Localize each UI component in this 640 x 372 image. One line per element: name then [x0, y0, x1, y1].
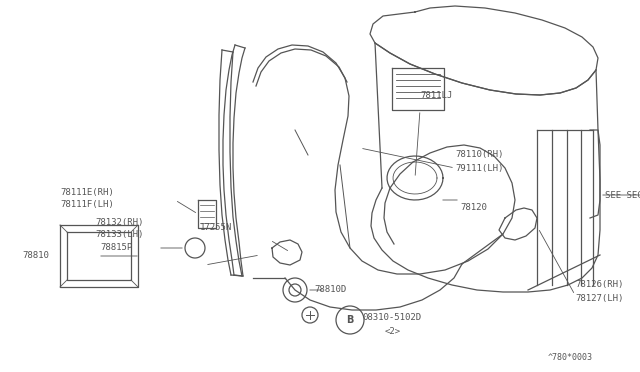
Text: 78111F(LH): 78111F(LH) [60, 201, 114, 209]
Text: ^780*0003: ^780*0003 [548, 353, 593, 362]
Text: 78815P: 78815P [100, 244, 132, 253]
Text: 78810D: 78810D [314, 285, 346, 295]
Text: 78127(LH): 78127(LH) [575, 294, 623, 302]
Text: 08310-5102D: 08310-5102D [362, 314, 421, 323]
Text: <2>: <2> [385, 327, 401, 337]
Text: 78132(RH): 78132(RH) [95, 218, 143, 227]
Text: 78810: 78810 [22, 251, 49, 260]
Text: 17255N: 17255N [200, 224, 232, 232]
Text: 78120: 78120 [460, 203, 487, 212]
Text: 78111E(RH): 78111E(RH) [60, 187, 114, 196]
Text: 78133(LH): 78133(LH) [95, 231, 143, 240]
Text: 7811LJ: 7811LJ [420, 90, 452, 99]
Text: 78126(RH): 78126(RH) [575, 280, 623, 289]
Text: SEE SEC.843: SEE SEC.843 [605, 190, 640, 199]
Text: 79111(LH): 79111(LH) [455, 164, 504, 173]
Text: 78110(RH): 78110(RH) [455, 151, 504, 160]
Text: B: B [346, 315, 354, 325]
